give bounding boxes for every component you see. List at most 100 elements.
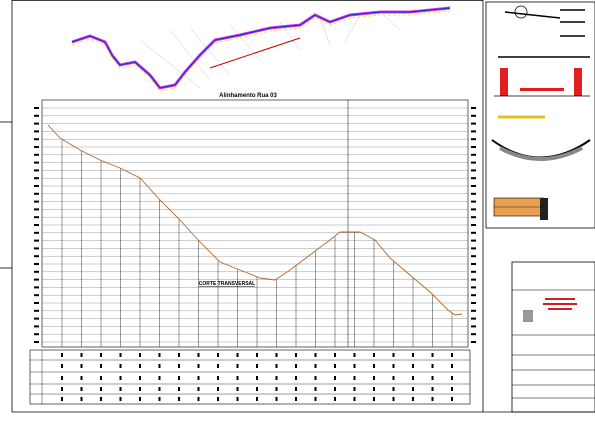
table-value xyxy=(373,364,375,368)
table-value xyxy=(100,364,102,368)
elevation-tick xyxy=(34,130,39,133)
elevation-tick xyxy=(34,286,39,289)
table-value xyxy=(451,353,453,357)
table-value xyxy=(256,376,258,380)
table-value xyxy=(295,387,297,391)
table-value xyxy=(61,397,63,401)
table-value xyxy=(139,387,141,391)
elevation-tick xyxy=(471,263,476,265)
table-value xyxy=(119,387,122,391)
table-value xyxy=(451,376,453,380)
elevation-tick xyxy=(471,122,476,125)
elevation-tick xyxy=(34,325,39,328)
elevation-tick xyxy=(471,294,476,297)
elevation-tick xyxy=(471,138,476,141)
table-value xyxy=(100,353,102,357)
table-value xyxy=(256,353,258,357)
table-value xyxy=(373,353,375,357)
table-value xyxy=(431,387,434,391)
table-value xyxy=(431,364,434,368)
table-value xyxy=(158,353,161,357)
detail-circle xyxy=(514,5,528,19)
axis-line xyxy=(209,37,301,69)
elevation-tick xyxy=(34,216,39,219)
plan-view: Alinhamento Rua 03 xyxy=(71,6,451,99)
table-value xyxy=(119,397,122,401)
table-value xyxy=(178,387,180,391)
table-value xyxy=(236,397,239,401)
table-value xyxy=(353,397,356,401)
table-value xyxy=(334,353,336,357)
elevation-tick xyxy=(34,138,39,141)
title-block-lines xyxy=(512,289,595,399)
table-value xyxy=(412,364,414,368)
table-value xyxy=(373,387,375,391)
profile-label: CORTE TRANSVERSAL xyxy=(199,281,255,287)
table-value xyxy=(392,397,395,401)
elevation-tick xyxy=(34,161,39,164)
logo xyxy=(523,310,533,322)
table-value xyxy=(412,387,414,391)
table-value xyxy=(334,364,336,368)
table-value xyxy=(334,387,336,391)
elevation-tick xyxy=(34,185,39,187)
table-value xyxy=(392,353,395,357)
elevation-tick xyxy=(34,255,39,258)
table-value xyxy=(373,376,375,380)
table-value xyxy=(139,376,141,380)
table-frame xyxy=(29,349,471,405)
table-value xyxy=(119,376,122,380)
table-value xyxy=(217,376,219,380)
table-value xyxy=(61,387,63,391)
detail-arc-fill xyxy=(499,146,583,161)
table-value xyxy=(178,376,180,380)
elevation-tick xyxy=(471,177,476,180)
elevation-tick xyxy=(34,177,39,180)
table-value xyxy=(197,397,200,401)
profile-table xyxy=(29,349,471,405)
table-value xyxy=(197,387,200,391)
elevation-tick xyxy=(471,130,476,133)
elevation-tick xyxy=(471,114,476,117)
table-value xyxy=(80,353,83,357)
table-value xyxy=(61,376,63,380)
table-value xyxy=(158,397,161,401)
table-value xyxy=(334,397,336,401)
elevation-tick xyxy=(34,247,39,250)
elevation-tick xyxy=(471,309,476,312)
table-value xyxy=(178,353,180,357)
elevation-tick xyxy=(34,208,39,211)
table-value xyxy=(256,364,258,368)
detail-bars xyxy=(498,9,590,58)
table-value xyxy=(334,376,336,380)
elevation-tick xyxy=(471,270,476,273)
table-value xyxy=(412,397,414,401)
table-value xyxy=(158,364,161,368)
table-value xyxy=(275,397,278,401)
elevation-tick xyxy=(471,302,476,304)
elevation-tick xyxy=(34,231,39,234)
elevation-tick xyxy=(34,294,39,297)
detail-curb xyxy=(540,198,548,220)
elevation-tick xyxy=(471,333,476,336)
elevation-tick xyxy=(471,216,476,219)
elevation-tick xyxy=(34,169,39,172)
table-value xyxy=(314,353,317,357)
elevation-tick xyxy=(34,224,39,226)
elevation-tick xyxy=(471,231,476,234)
table-value xyxy=(295,376,297,380)
table-value xyxy=(80,387,83,391)
elevation-tick xyxy=(34,341,39,343)
table-value xyxy=(275,376,278,380)
table-value xyxy=(392,376,395,380)
table-value xyxy=(353,353,356,357)
elevation-tick xyxy=(34,122,39,125)
plan-title: Alinhamento Rua 03 xyxy=(219,93,277,99)
elevation-tick xyxy=(34,192,39,195)
table-value xyxy=(314,387,317,391)
elevation-tick xyxy=(471,200,476,203)
elevation-tick xyxy=(471,169,476,172)
table-value xyxy=(275,364,278,368)
elevation-tick xyxy=(471,107,476,109)
